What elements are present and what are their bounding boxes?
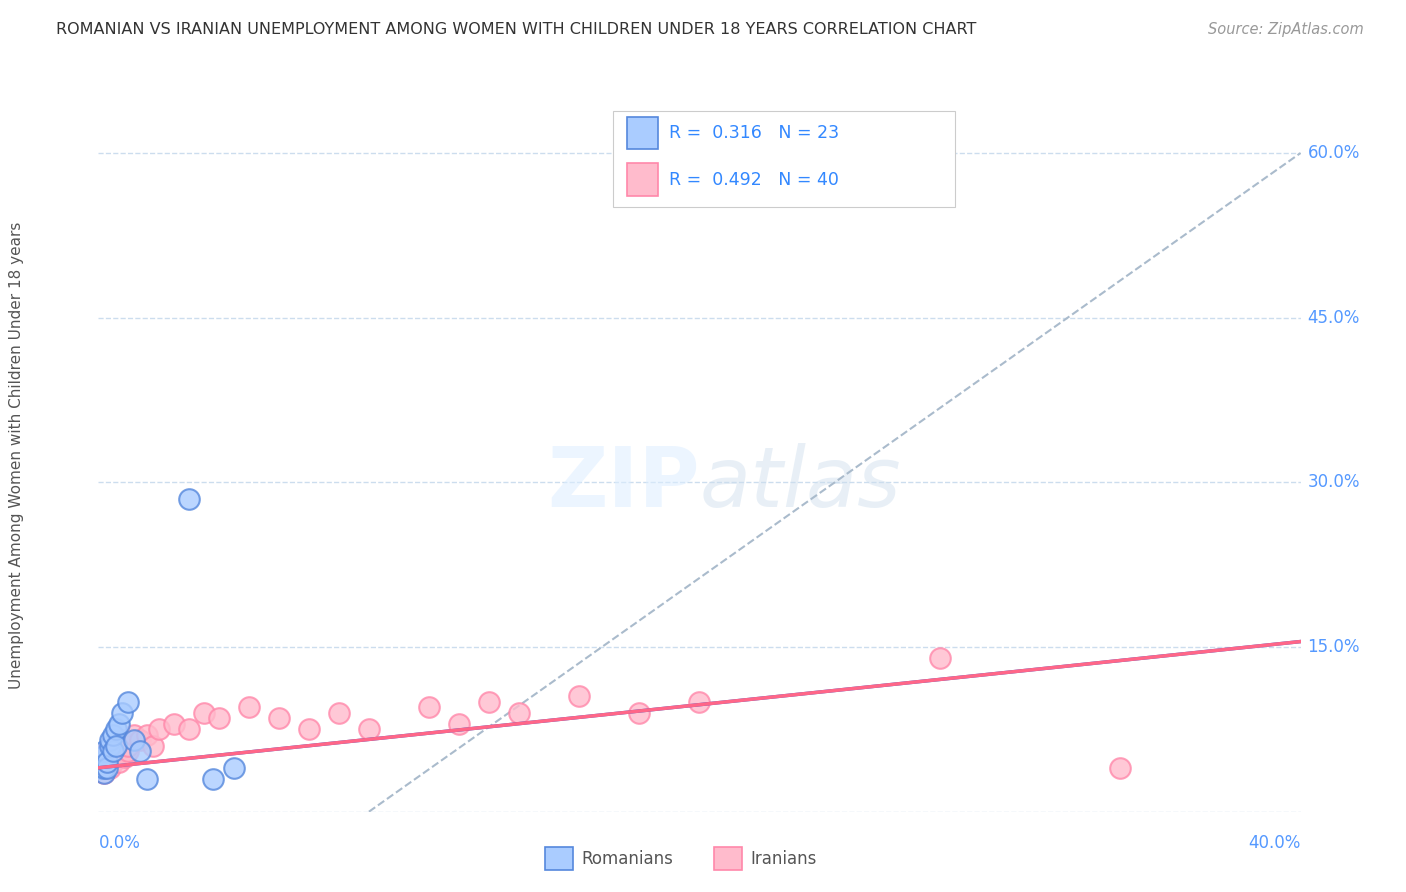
Point [478, 695, 501, 709]
Point [568, 690, 591, 704]
Point [162, 717, 184, 731]
Point [96, 761, 118, 775]
Point [177, 491, 200, 506]
Point [357, 723, 380, 737]
Point [141, 739, 163, 753]
Point [93, 744, 115, 758]
Point [135, 772, 157, 786]
Point [108, 756, 131, 770]
Point [90, 761, 112, 775]
Text: Romanians: Romanians [582, 849, 673, 868]
Point [148, 723, 170, 737]
Point [508, 706, 530, 720]
Point [111, 706, 134, 720]
Point [929, 651, 952, 665]
Point [100, 733, 122, 747]
Point [105, 739, 128, 753]
Point [100, 739, 122, 753]
Point [103, 756, 125, 770]
Text: Source: ZipAtlas.com: Source: ZipAtlas.com [1208, 22, 1364, 37]
Point [418, 700, 440, 714]
Text: R =  0.492   N = 40: R = 0.492 N = 40 [669, 170, 838, 188]
Text: 40.0%: 40.0% [1249, 834, 1301, 852]
Point [114, 749, 136, 764]
Point [103, 744, 125, 758]
Point [90, 761, 112, 775]
Point [177, 723, 200, 737]
Point [103, 728, 125, 742]
Text: 0.0%: 0.0% [98, 834, 141, 852]
Point [105, 739, 128, 753]
Point [105, 749, 128, 764]
Text: ROMANIAN VS IRANIAN UNEMPLOYMENT AMONG WOMEN WITH CHILDREN UNDER 18 YEARS CORREL: ROMANIAN VS IRANIAN UNEMPLOYMENT AMONG W… [56, 22, 977, 37]
Text: 60.0%: 60.0% [1308, 144, 1360, 162]
Point [96, 749, 118, 764]
Point [100, 739, 122, 753]
Text: ZIP: ZIP [547, 443, 699, 524]
Point [267, 711, 290, 725]
Point [117, 695, 139, 709]
Point [238, 700, 260, 714]
Point [96, 756, 118, 770]
Point [124, 733, 146, 747]
Point [93, 766, 115, 780]
Point [628, 706, 651, 720]
Text: Iranians: Iranians [751, 849, 817, 868]
Point [208, 711, 231, 725]
Point [135, 728, 157, 742]
Point [117, 744, 139, 758]
Point [129, 733, 152, 747]
Text: 15.0%: 15.0% [1308, 638, 1360, 656]
Point [117, 739, 139, 753]
Text: atlas: atlas [699, 443, 901, 524]
Point [93, 761, 115, 775]
Point [108, 717, 131, 731]
Text: 45.0%: 45.0% [1308, 309, 1360, 326]
Point [111, 733, 134, 747]
Point [90, 749, 112, 764]
Point [111, 744, 134, 758]
Point [96, 744, 118, 758]
Text: Unemployment Among Women with Children Under 18 years: Unemployment Among Women with Children U… [10, 221, 24, 689]
Point [447, 717, 470, 731]
Point [129, 744, 152, 758]
Point [103, 744, 125, 758]
Text: 30.0%: 30.0% [1308, 474, 1360, 491]
Point [201, 772, 224, 786]
Point [328, 706, 350, 720]
Point [688, 695, 710, 709]
Point [193, 706, 215, 720]
Point [90, 756, 112, 770]
Point [100, 761, 122, 775]
Point [124, 728, 146, 742]
Point [105, 723, 128, 737]
Point [93, 756, 115, 770]
Text: R =  0.316   N = 23: R = 0.316 N = 23 [669, 124, 839, 142]
Point [298, 723, 321, 737]
Point [93, 766, 115, 780]
Point [1109, 761, 1132, 775]
Point [222, 761, 245, 775]
